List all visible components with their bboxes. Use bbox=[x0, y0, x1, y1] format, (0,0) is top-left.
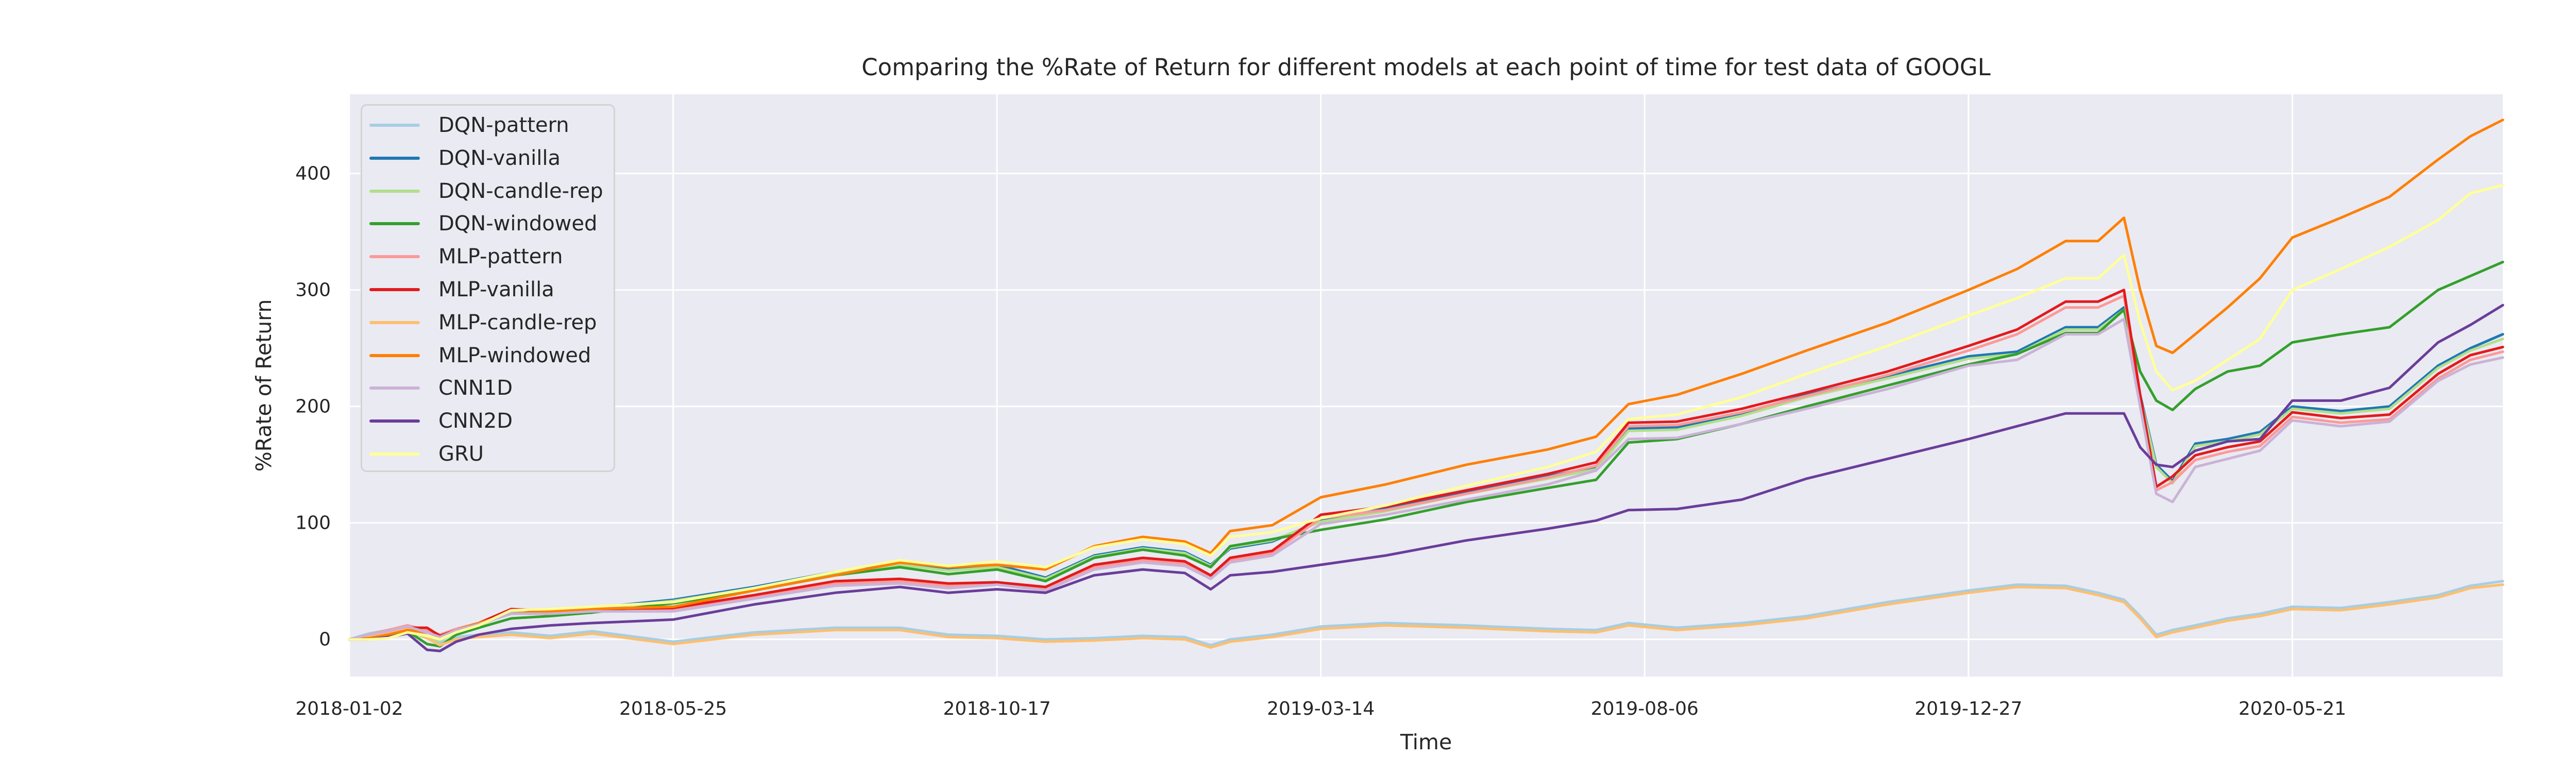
y-tick-label: 200 bbox=[295, 396, 331, 417]
legend-item-CNN2D: CNN2D bbox=[362, 405, 614, 438]
legend-label: MLP-pattern bbox=[438, 245, 563, 269]
legend-swatch-MLP-pattern bbox=[369, 255, 420, 259]
y-axis-label: %Rate of Return bbox=[251, 299, 276, 472]
legend-swatch-CNN1D bbox=[369, 386, 420, 390]
legend-item-CNN1D: CNN1D bbox=[362, 372, 614, 405]
y-tick-label: 300 bbox=[295, 279, 331, 301]
series-line-DQN-pattern bbox=[348, 580, 2504, 647]
legend-swatch-DQN-pattern bbox=[369, 123, 420, 127]
legend-label: CNN1D bbox=[438, 376, 513, 400]
series-line-CNN2D bbox=[348, 304, 2504, 652]
legend-swatch-MLP-candle-rep bbox=[369, 321, 420, 324]
x-tick-label: 2018-05-25 bbox=[619, 698, 727, 719]
legend-label: DQN-windowed bbox=[438, 212, 598, 236]
legend-item-GRU: GRU bbox=[362, 438, 614, 470]
legend-item-DQN-vanilla: DQN-vanilla bbox=[362, 142, 614, 174]
legend-label: CNN2D bbox=[438, 409, 513, 433]
series-line-GRU bbox=[348, 183, 2504, 641]
legend-label: MLP-vanilla bbox=[438, 277, 554, 301]
legend-swatch-CNN2D bbox=[369, 419, 420, 423]
legend-swatch-DQN-candle-rep bbox=[369, 189, 420, 193]
legend-item-MLP-pattern: MLP-pattern bbox=[362, 241, 614, 273]
legend-swatch-MLP-windowed bbox=[369, 354, 420, 357]
legend-label: DQN-vanilla bbox=[438, 146, 561, 170]
legend-item-DQN-pattern: DQN-pattern bbox=[362, 109, 614, 141]
y-tick-label: 0 bbox=[319, 629, 331, 650]
y-tick-label: 400 bbox=[295, 163, 331, 184]
x-tick-label: 2020-05-21 bbox=[2238, 698, 2347, 719]
chart-title: Comparing the %Rate of Return for differ… bbox=[861, 54, 1991, 81]
legend-label: DQN-candle-rep bbox=[438, 179, 603, 203]
legend-swatch-MLP-vanilla bbox=[369, 288, 420, 291]
legend-item-MLP-windowed: MLP-windowed bbox=[362, 339, 614, 372]
x-tick-label: 2019-08-06 bbox=[1590, 698, 1699, 719]
series-line-MLP-candle-rep bbox=[348, 583, 2504, 649]
legend-label: MLP-candle-rep bbox=[438, 310, 597, 334]
legend: DQN-pattern DQN-vanilla DQN-candle-rep DQN-… bbox=[361, 104, 615, 472]
x-tick-label: 2019-03-14 bbox=[1267, 698, 1375, 719]
legend-label: MLP-windowed bbox=[438, 343, 591, 367]
legend-item-DQN-windowed: DQN-windowed bbox=[362, 208, 614, 240]
x-tick-label: 2018-01-02 bbox=[295, 698, 403, 719]
legend-item-MLP-vanilla: MLP-vanilla bbox=[362, 273, 614, 306]
legend-item-MLP-candle-rep: MLP-candle-rep bbox=[362, 306, 614, 339]
legend-label: GRU bbox=[438, 442, 484, 466]
x-tick-label: 2019-12-27 bbox=[1914, 698, 2023, 719]
series-line-DQN-windowed bbox=[348, 260, 2504, 648]
legend-swatch-DQN-vanilla bbox=[369, 156, 420, 160]
legend-swatch-DQN-windowed bbox=[369, 222, 420, 226]
legend-swatch-GRU bbox=[369, 452, 420, 456]
x-axis-label: Time bbox=[1400, 730, 1452, 754]
y-tick-label: 100 bbox=[295, 512, 331, 534]
plot-area bbox=[349, 94, 2503, 677]
legend-item-DQN-candle-rep: DQN-candle-rep bbox=[362, 175, 614, 207]
series-line-CNN1D bbox=[348, 317, 2504, 641]
legend-label: DQN-pattern bbox=[438, 113, 569, 137]
x-tick-label: 2018-10-17 bbox=[943, 698, 1051, 719]
